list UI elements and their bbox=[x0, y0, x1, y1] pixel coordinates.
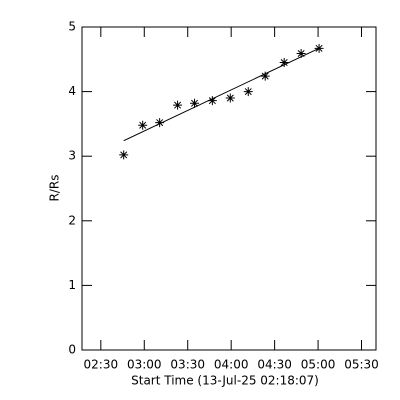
y-axis-label: R/Rs bbox=[48, 175, 62, 202]
x-axis-label: Start Time (13-Jul-25 02:18:07) bbox=[131, 374, 319, 388]
y-tick-label: 0 bbox=[68, 343, 76, 357]
y-tick-label: 2 bbox=[68, 213, 76, 227]
y-tick-label: 3 bbox=[68, 149, 76, 163]
data-point bbox=[138, 120, 148, 130]
x-tick-label: 02:30 bbox=[84, 358, 119, 372]
data-point bbox=[296, 48, 306, 58]
data-point bbox=[314, 43, 324, 53]
x-tick-label: 03:00 bbox=[127, 358, 162, 372]
data-point bbox=[173, 100, 183, 110]
data-point bbox=[225, 93, 235, 103]
y-tick-label: 1 bbox=[68, 278, 76, 292]
data-point bbox=[243, 87, 253, 97]
x-tick-label: 03:30 bbox=[170, 358, 205, 372]
data-point bbox=[260, 71, 270, 81]
data-point bbox=[190, 98, 200, 108]
data-point bbox=[155, 118, 165, 128]
x-tick-label: 04:00 bbox=[214, 358, 249, 372]
x-tick-label: 05:30 bbox=[344, 358, 379, 372]
x-tick-label: 05:00 bbox=[301, 358, 336, 372]
y-tick-label: 5 bbox=[68, 20, 76, 34]
data-point bbox=[279, 58, 289, 68]
plot-frame bbox=[81, 26, 377, 351]
data-point bbox=[207, 96, 217, 106]
y-tick-label: 4 bbox=[68, 84, 76, 98]
data-point bbox=[119, 150, 129, 160]
fit-line bbox=[123, 47, 320, 142]
x-tick-label: 04:30 bbox=[257, 358, 292, 372]
